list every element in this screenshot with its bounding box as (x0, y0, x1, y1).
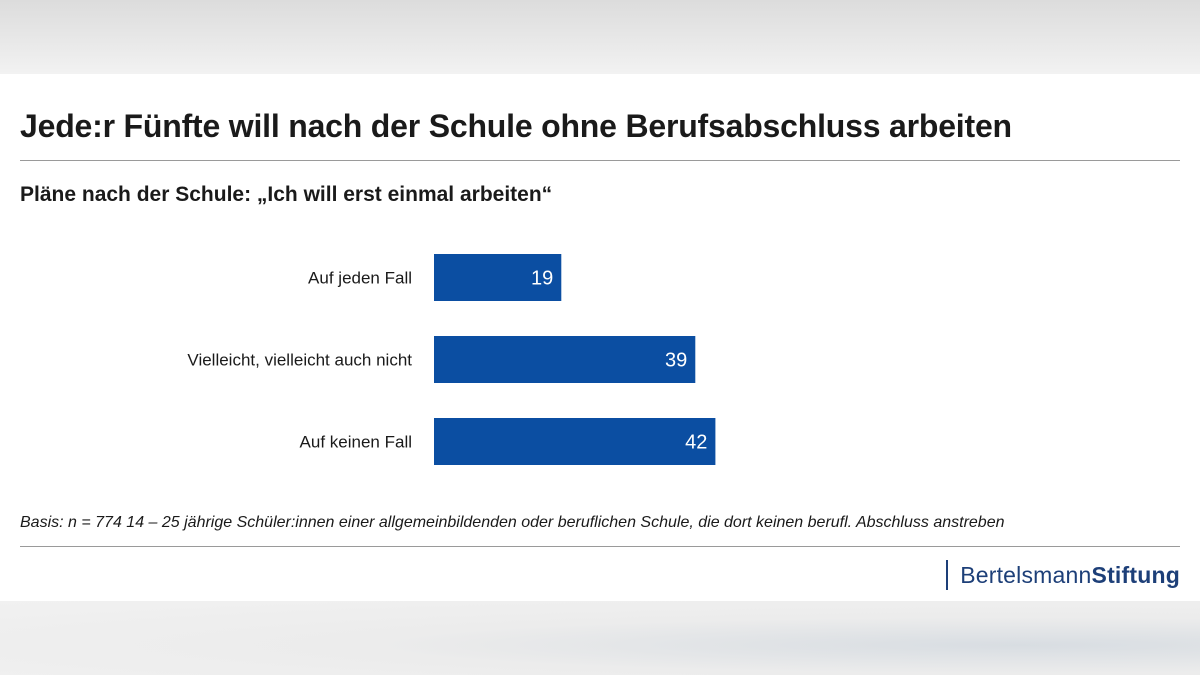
chart-subtitle: Pläne nach der Schule: „Ich will erst ei… (20, 183, 553, 206)
logo-text-light: Bertelsmann (960, 561, 1092, 588)
bar (434, 336, 696, 383)
logo-bar (946, 560, 949, 590)
chart-card: Jede:r Fünfte will nach der Schule ohne … (0, 74, 1200, 601)
bar-value-label: 42 (685, 432, 707, 454)
category-label: Auf keinen Fall (300, 433, 412, 452)
bertelsmann-stiftung-logo: BertelsmannStiftung (946, 560, 1180, 590)
footer-divider (20, 546, 1180, 547)
title-divider (20, 160, 1180, 161)
bar (434, 254, 562, 301)
bar (434, 418, 716, 465)
category-label: Vielleicht, vielleicht auch nicht (187, 351, 412, 370)
bar-chart: Auf jeden Fall 19 Vielleicht, vielleicht a… (187, 254, 716, 465)
bar-value-label: 39 (665, 350, 687, 372)
background-top (0, 0, 1200, 74)
category-label: Auf jeden Fall (308, 269, 412, 288)
logo-text-bold: Stiftung (1091, 561, 1180, 588)
background-bottom (0, 601, 1200, 675)
logo-text: BertelsmannStiftung (960, 562, 1180, 589)
chart-title: Jede:r Fünfte will nach der Schule ohne … (20, 108, 1012, 144)
bar-value-label: 19 (531, 268, 553, 290)
footnote: Basis: n = 774 14 – 25 jährige Schüler:i… (20, 514, 1005, 531)
